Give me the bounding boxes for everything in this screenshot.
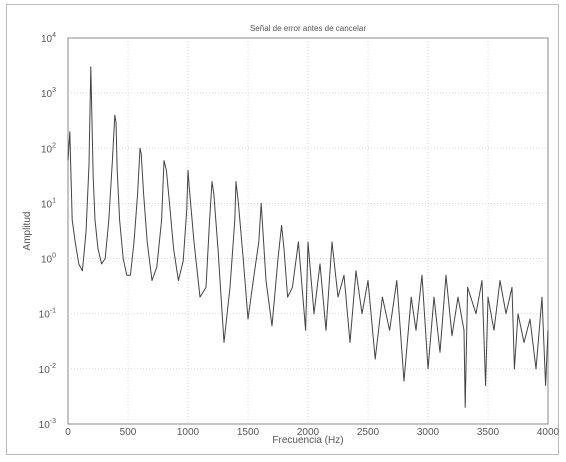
y-tick-label: 103 (41, 87, 56, 100)
x-tick-label: 3000 (417, 427, 440, 438)
series-line (67, 66, 549, 408)
x-tick-label: 4000 (537, 427, 560, 438)
x-tick-label: 2500 (357, 427, 380, 438)
x-tick-label: 500 (120, 427, 137, 438)
x-tick-label: 0 (65, 427, 71, 438)
x-tick-label: 2000 (297, 427, 320, 438)
y-tick-label: 104 (41, 32, 56, 45)
y-tick-label: 100 (41, 253, 56, 266)
y-tick-label: 101 (41, 197, 56, 210)
y-tick-label: 10-2 (39, 363, 56, 376)
tick-labels: 0 500 1000 1500 2000 2500 3000 3500 4000 10-3 10-2… (39, 32, 560, 438)
grid-lines (68, 38, 548, 424)
x-tick-label: 3500 (477, 427, 500, 438)
y-tick-label: 10-3 (39, 418, 56, 431)
x-tick-label: 1500 (237, 427, 260, 438)
x-tick-label: 1000 (177, 427, 200, 438)
y-tick-label: 10-1 (39, 308, 56, 321)
figure-frame (6, 4, 559, 455)
chart-title: Señal de error antes de cancelar (250, 24, 366, 33)
y-axis-label: Amplitud (22, 212, 33, 251)
y-tick-label: 102 (41, 142, 56, 155)
x-axis-label: Frecuencia (Hz) (272, 435, 343, 446)
